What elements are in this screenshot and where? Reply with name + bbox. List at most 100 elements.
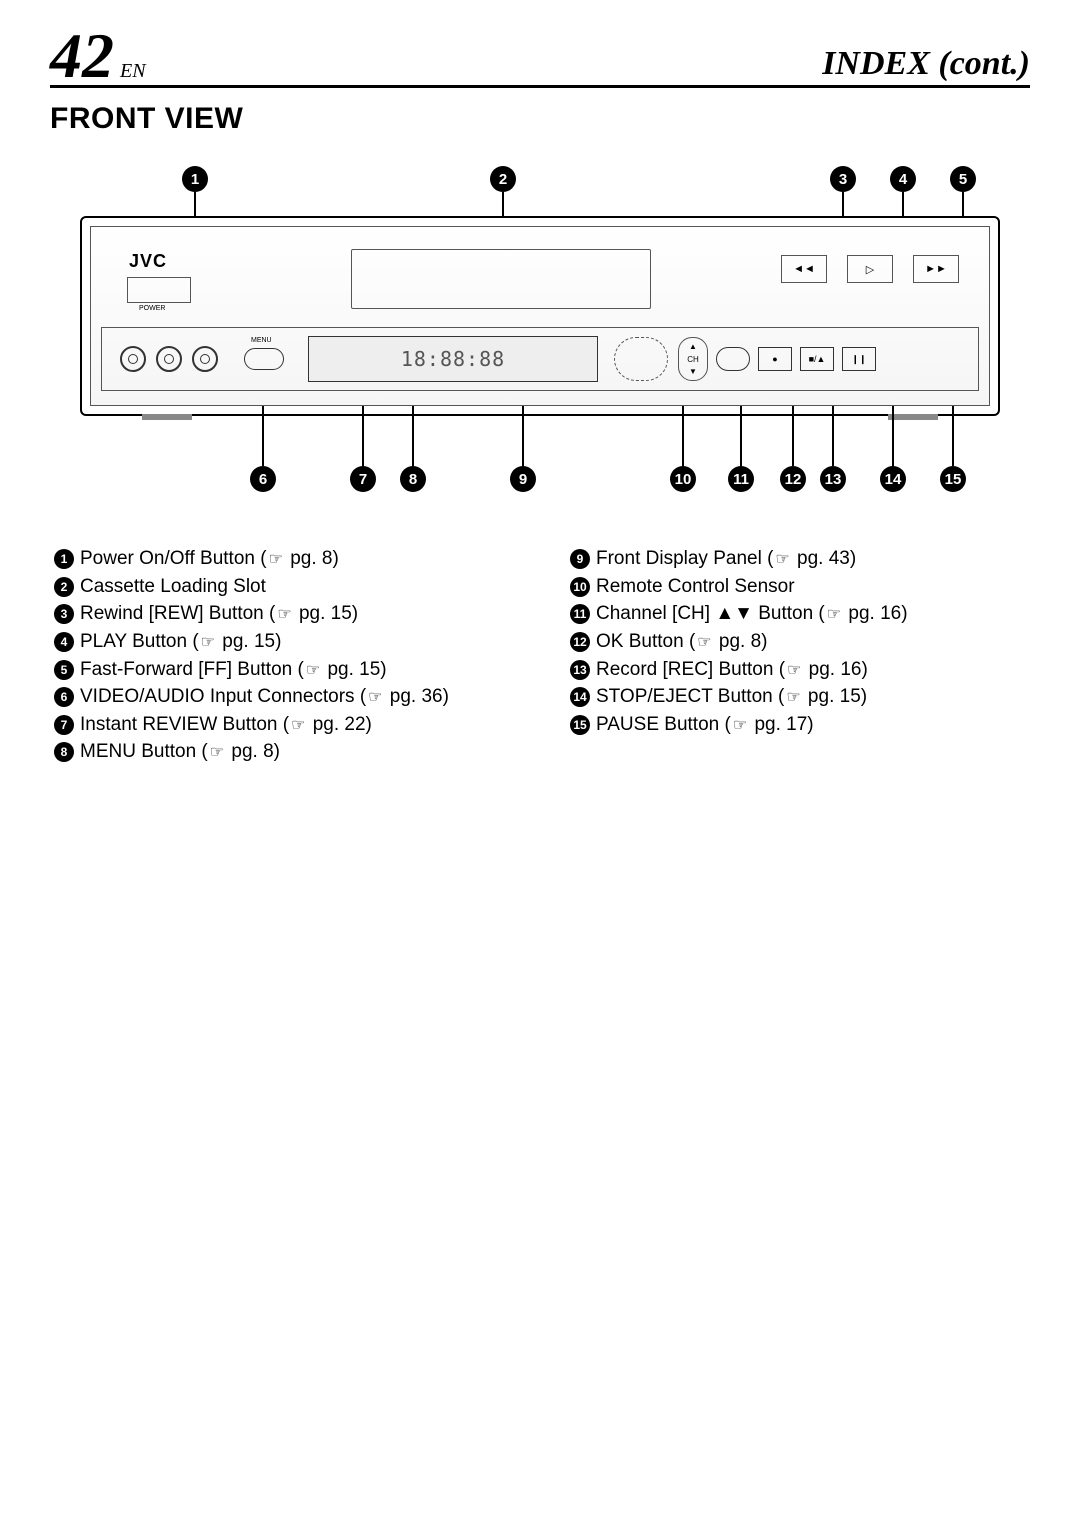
page-ref-icon — [275, 603, 293, 624]
vcr-outline: JVC POWER ◄◄ ▷ ►► MENU 18:88:88 — [80, 216, 1000, 416]
legend-text: Record [REC] Button ( pg. 16) — [596, 657, 868, 683]
legend-number: 8 — [54, 742, 74, 762]
legend-number: 11 — [570, 604, 590, 624]
channel-buttons: ▲ CH ▼ — [678, 337, 708, 381]
language-code: EN — [120, 60, 146, 83]
legend-text: VIDEO/AUDIO Input Connectors ( pg. 36) — [80, 684, 449, 710]
legend-row: 4 PLAY Button ( pg. 15) — [54, 629, 510, 655]
play-button: ▷ — [847, 255, 893, 283]
callout-number: 15 — [940, 466, 966, 492]
legend-text: STOP/EJECT Button ( pg. 15) — [596, 684, 867, 710]
page-ref-icon — [304, 659, 322, 680]
callout-number: 5 — [950, 166, 976, 192]
callout-number: 11 — [728, 466, 754, 492]
vcr-bottom-strip: MENU 18:88:88 ▲ CH ▼ ● ■/▲ ❙❙ — [101, 327, 979, 391]
rew-button: ◄◄ — [781, 255, 827, 283]
legend-row: 9 Front Display Panel ( pg. 43) — [570, 546, 1026, 572]
page-ref-icon — [785, 659, 803, 680]
front-view-diagram: 12345 JVC POWER ◄◄ ▷ ►► MENU 18 — [80, 166, 1000, 506]
legend-text: PLAY Button ( pg. 15) — [80, 629, 281, 655]
legend-row: 14 STOP/EJECT Button ( pg. 15) — [570, 684, 1026, 710]
page-number: 42 — [50, 30, 114, 81]
callout-number: 7 — [350, 466, 376, 492]
legend-number: 1 — [54, 549, 74, 569]
rca-jack — [120, 346, 146, 372]
legend-row: 12OK Button ( pg. 8) — [570, 629, 1026, 655]
legend-column-right: 9 Front Display Panel ( pg. 43)10Remote C… — [570, 546, 1026, 767]
callout-line — [952, 406, 954, 466]
legend-column-left: 1 Power On/Off Button ( pg. 8) 2 Cassette L… — [54, 546, 510, 767]
legend-row: 15PAUSE Button ( pg. 17) — [570, 712, 1026, 738]
header-bar: 42 EN INDEX (cont.) — [50, 30, 1030, 88]
legend-text: PAUSE Button ( pg. 17) — [596, 712, 814, 738]
legend-row: 7 Instant REVIEW Button ( pg. 22) — [54, 712, 510, 738]
legend-number: 13 — [570, 660, 590, 680]
callout-line — [362, 406, 364, 466]
stop-eject-button: ■/▲ — [800, 347, 834, 371]
callout-number: 4 — [890, 166, 916, 192]
page-ref-icon — [208, 741, 226, 762]
transport-buttons: ◄◄ ▷ ►► — [781, 255, 959, 283]
legend-row: 1 Power On/Off Button ( pg. 8) — [54, 546, 510, 572]
callout-number: 6 — [250, 466, 276, 492]
page-ref-icon — [267, 548, 285, 569]
jvc-logo: JVC — [129, 251, 167, 272]
legend-row: 11Channel [CH] ▲▼ Button ( pg. 16) — [570, 601, 1026, 627]
callout-line — [892, 406, 894, 466]
legend-row: 6 VIDEO/AUDIO Input Connectors ( pg. 36) — [54, 684, 510, 710]
vcr-foot — [142, 414, 192, 420]
callout-line — [522, 406, 524, 466]
legend-row: 3Rewind [REW] Button ( pg. 15) — [54, 601, 510, 627]
legend: 1 Power On/Off Button ( pg. 8) 2 Cassette L… — [50, 546, 1030, 767]
legend-text: Cassette Loading Slot — [80, 574, 266, 600]
page-ref-icon — [731, 714, 749, 735]
av-input-connectors — [120, 346, 218, 372]
ff-button: ►► — [913, 255, 959, 283]
legend-row: 2 Cassette Loading Slot — [54, 574, 510, 600]
legend-text: Fast-Forward [FF] Button ( pg. 15) — [80, 657, 387, 683]
rca-jack — [156, 346, 182, 372]
legend-row: 10Remote Control Sensor — [570, 574, 1026, 600]
callout-line — [792, 406, 794, 466]
page-ref-icon — [289, 714, 307, 735]
legend-number: 5 — [54, 660, 74, 680]
legend-row: 5 Fast-Forward [FF] Button ( pg. 15) — [54, 657, 510, 683]
ch-down-icon: ▼ — [689, 367, 697, 376]
legend-text: Front Display Panel ( pg. 43) — [596, 546, 856, 572]
callout-line — [832, 406, 834, 466]
callout-line — [682, 406, 684, 466]
callout-line — [740, 406, 742, 466]
legend-text: OK Button ( pg. 8) — [596, 629, 768, 655]
page-number-block: 42 EN — [50, 30, 146, 83]
menu-label: MENU — [251, 337, 272, 344]
pause-button: ❙❙ — [842, 347, 876, 371]
legend-row: 8MENU Button ( pg. 8) — [54, 739, 510, 765]
legend-number: 3 — [54, 604, 74, 624]
legend-number: 14 — [570, 687, 590, 707]
legend-number: 7 — [54, 715, 74, 735]
page-ref-icon — [825, 603, 843, 624]
power-button — [127, 277, 191, 303]
vcr-foot — [888, 414, 938, 420]
page-ref-icon — [784, 686, 802, 707]
rec-button: ● — [758, 347, 792, 371]
callout-number: 12 — [780, 466, 806, 492]
rca-jack — [192, 346, 218, 372]
legend-text: Power On/Off Button ( pg. 8) — [80, 546, 339, 572]
callout-number: 8 — [400, 466, 426, 492]
page-ref-icon — [773, 548, 791, 569]
callout-number: 10 — [670, 466, 696, 492]
callout-number: 13 — [820, 466, 846, 492]
ch-label: CH — [687, 355, 699, 364]
review-menu-button: MENU — [244, 348, 284, 370]
vcr-inner: JVC POWER ◄◄ ▷ ►► MENU 18:88:88 — [90, 226, 990, 406]
callout-line — [262, 406, 264, 466]
legend-number: 4 — [54, 632, 74, 652]
legend-number: 6 — [54, 687, 74, 707]
legend-row: 13 Record [REC] Button ( pg. 16) — [570, 657, 1026, 683]
legend-text: Instant REVIEW Button ( pg. 22) — [80, 712, 372, 738]
legend-number: 9 — [570, 549, 590, 569]
page-ref-icon — [366, 686, 384, 707]
legend-number: 2 — [54, 577, 74, 597]
page-ref-icon — [199, 631, 217, 652]
